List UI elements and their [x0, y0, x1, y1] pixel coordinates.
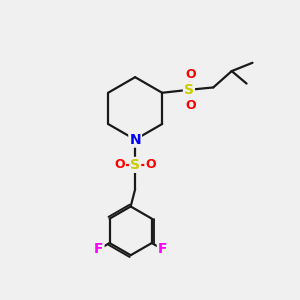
Text: S: S: [184, 83, 194, 97]
Text: N: N: [129, 133, 141, 147]
Text: O: O: [185, 99, 196, 112]
Text: F: F: [94, 242, 104, 256]
Text: S: S: [130, 158, 140, 172]
Text: O: O: [114, 158, 125, 171]
Text: F: F: [158, 242, 167, 256]
Text: O: O: [145, 158, 156, 171]
Text: O: O: [185, 68, 196, 81]
